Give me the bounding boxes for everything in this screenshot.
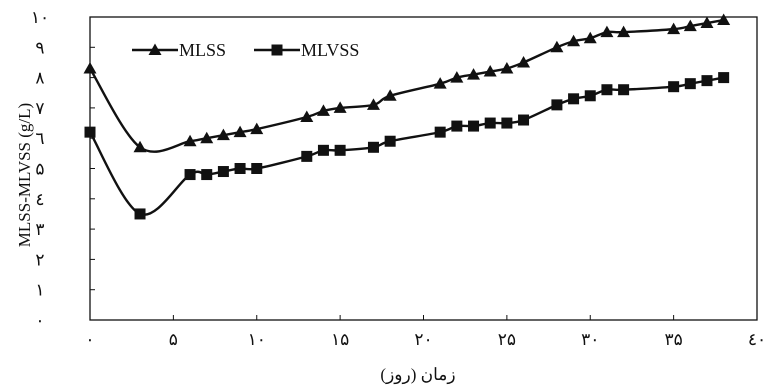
data-point-mlss [300,110,314,122]
x-tick-label: ۲۵ [498,330,516,349]
data-point-mlvss [201,169,213,181]
y-tick-label: ۲ [35,250,44,269]
y-tick-label: ۱۰ [31,8,49,27]
data-point-mlss [316,104,330,116]
data-point-mlvss [518,114,530,126]
data-point-mlvss [84,126,96,138]
data-point-mlss [700,16,714,29]
x-tick-label: ۳۰ [581,330,599,349]
data-point-mlvss [551,99,563,111]
plot-border [89,16,758,321]
data-point-mlss [583,31,597,44]
data-point-mlvss [301,150,313,162]
x-tick-label: ۵ [169,330,178,349]
data-point-mlvss [718,72,730,84]
data-point-mlss [233,125,247,138]
data-point-mlss [133,140,147,153]
data-point-mlvss [484,117,496,129]
y-tick-label: ۸ [35,69,44,88]
y-tick-label: ۷ [35,99,44,118]
y-tick-label: ٤ [35,190,44,209]
legend-mlss-label: MLSS [179,40,226,60]
x-axis-title: زمان (روز) [380,365,455,385]
y-tick-label: ۰ [35,311,44,330]
x-tick-label: ۰ [85,330,94,349]
y-tick-label: ۵ [35,160,44,179]
data-point-mlvss [701,75,713,87]
y-axis-title: MLSS-MLVSS (g/L) [15,103,34,247]
data-point-mlss [667,22,681,35]
y-tick-label: ۳ [35,220,44,239]
data-point-mlss [183,134,197,147]
y-tick-label: ٦ [35,129,44,148]
data-point-mlvss [334,144,346,156]
data-point-mlvss [668,81,680,93]
data-point-mlvss [584,90,596,102]
data-point-mlvss [234,163,246,174]
data-point-mlvss [184,169,196,181]
data-point-mlss [250,122,264,135]
x-tick-label: ۳۵ [664,330,682,349]
data-point-mlss [333,101,347,113]
plot-area [89,16,758,321]
data-point-mlss [450,71,464,83]
data-point-mlss [467,68,481,80]
data-point-mlvss [601,84,613,96]
data-point-mlss [433,77,447,89]
data-point-mlvss [451,120,463,132]
data-point-mlss [617,25,631,38]
y-tick-label: ۱ [35,281,44,300]
legend-mlss-marker [148,43,162,55]
data-point-mlss [216,128,230,141]
data-point-mlvss [384,135,396,147]
data-point-mlss [200,131,214,144]
data-point-mlvss [134,208,146,220]
x-axis: ۰ ۵ ۱۰ ۱۵ ۲۰ ۲۵ ۳۰ ۳۵ ٤۰ [85,315,766,349]
data-point-mlss [500,62,514,74]
data-point-mlss [567,34,581,47]
data-point-mlvss [217,166,229,178]
data-point-mlvss [568,93,580,105]
data-point-mlss [83,62,97,74]
data-point-mlss [550,40,564,53]
data-point-mlss [383,89,397,101]
data-point-mlvss [684,78,696,90]
x-tick-label: ۱۰ [248,330,266,349]
x-tick-label: ٤۰ [748,330,766,349]
legend-mlvss-label: MLVSS [301,40,359,60]
data-point-mlvss [251,163,263,174]
data-point-mlss [366,98,380,110]
data-point-mlvss [367,141,379,153]
x-tick-label: ۱۵ [331,330,349,349]
y-axis: ۰ ۱ ۲ ۳ ٤ ۵ ٦ ۷ ۸ ۹ ۱۰ [31,8,95,330]
data-point-mlss [517,55,531,68]
series-layer [83,13,731,220]
legend: MLSS MLVSS [132,40,359,60]
data-point-mlvss [434,126,446,138]
data-point-mlvss [618,84,630,96]
data-point-mlss [483,65,497,77]
data-point-mlss [717,13,731,26]
data-point-mlvss [468,120,480,132]
data-point-mlss [600,25,614,38]
legend-mlvss-marker [271,44,283,56]
data-point-mlvss [317,144,329,156]
data-point-mlvss [501,117,513,129]
x-tick-label: ۲۰ [414,330,432,349]
y-tick-label: ۹ [35,38,44,57]
data-point-mlss [683,19,697,32]
